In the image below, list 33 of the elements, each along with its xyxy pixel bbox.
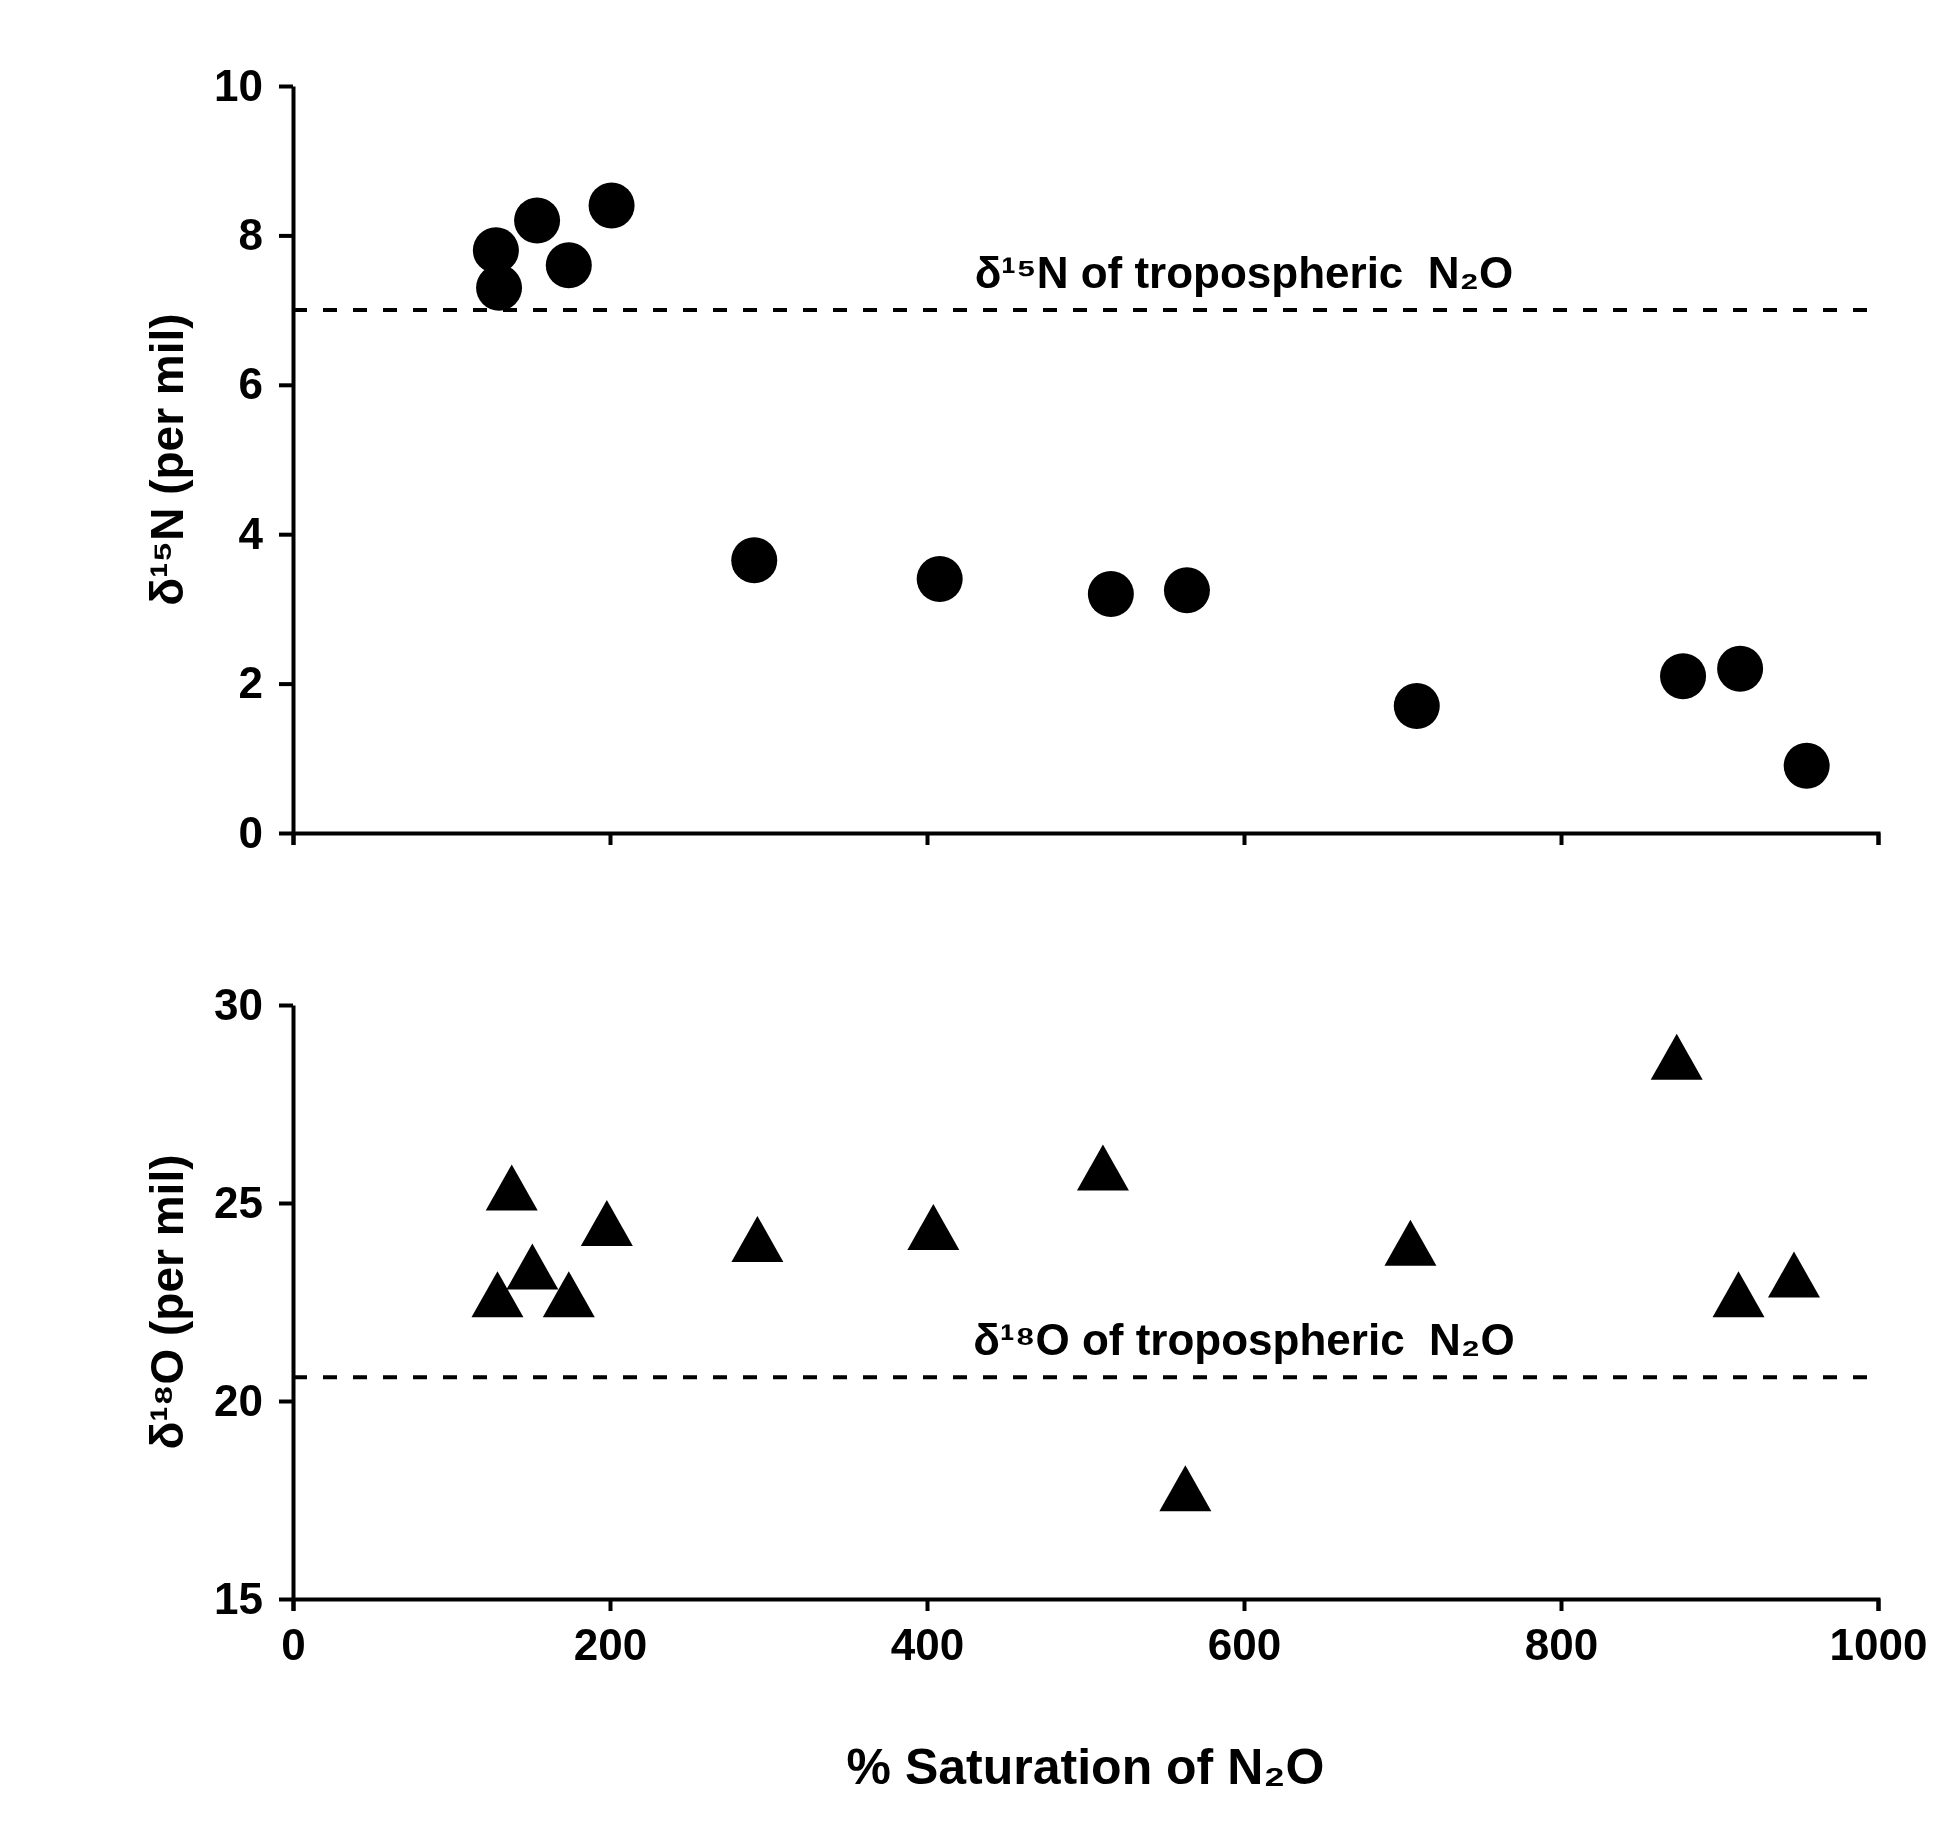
ref-line-label: δ¹⁸O of tropospheric N₂O bbox=[973, 1315, 1515, 1365]
x-tick-label: 1000 bbox=[1829, 1620, 1928, 1670]
y-tick-label: 2 bbox=[238, 658, 263, 708]
point bbox=[514, 197, 561, 244]
point bbox=[1660, 653, 1707, 700]
y-tick-label: 15 bbox=[214, 1573, 263, 1623]
x-tick-label: 800 bbox=[1524, 1620, 1599, 1670]
x-tick-label: 600 bbox=[1207, 1620, 1282, 1670]
point bbox=[1393, 683, 1440, 730]
y-tick-label: 0 bbox=[238, 807, 263, 857]
y-tick-label: 30 bbox=[214, 979, 263, 1029]
point bbox=[1717, 645, 1764, 692]
y-tick-label: 6 bbox=[238, 359, 263, 409]
y-tick-label: 4 bbox=[238, 508, 264, 558]
x-axis-title: % Saturation of N₂O bbox=[846, 1739, 1325, 1795]
point bbox=[545, 242, 592, 289]
y-axis-title: δ¹⁵N (per mil) bbox=[141, 313, 193, 606]
x-tick-label: 400 bbox=[890, 1620, 965, 1670]
point bbox=[588, 182, 635, 229]
point bbox=[731, 537, 778, 584]
y-tick-label: 25 bbox=[214, 1177, 263, 1227]
y-axis-title: δ¹⁸O (per mil) bbox=[141, 1154, 193, 1450]
point bbox=[1783, 742, 1830, 789]
x-tick-label: 200 bbox=[573, 1620, 648, 1670]
point bbox=[916, 556, 963, 603]
ref-line-label: δ¹⁵N of tropospheric N₂O bbox=[974, 248, 1514, 298]
y-tick-label: 10 bbox=[214, 60, 263, 110]
x-tick-label: 0 bbox=[281, 1620, 306, 1670]
point bbox=[476, 264, 523, 311]
y-tick-label: 20 bbox=[214, 1375, 263, 1425]
y-tick-label: 8 bbox=[238, 209, 263, 259]
point bbox=[1163, 567, 1210, 614]
point bbox=[1087, 570, 1134, 617]
